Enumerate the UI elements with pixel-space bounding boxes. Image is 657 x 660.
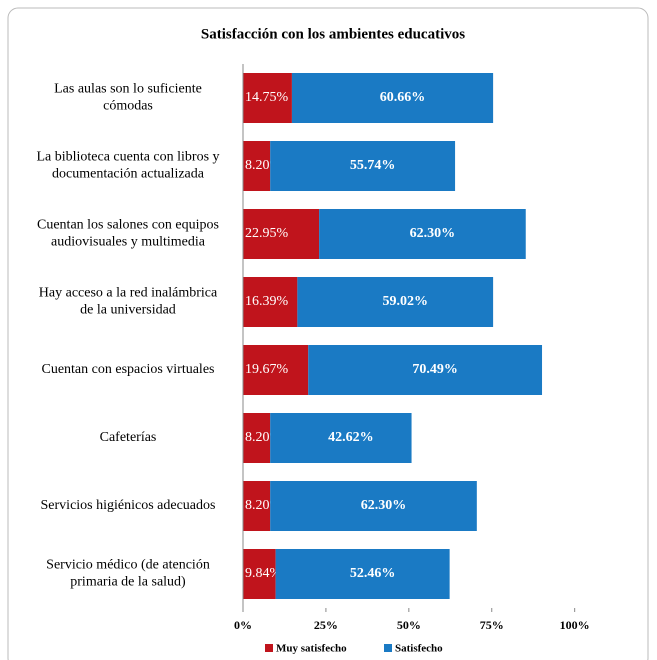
chart-title: Satisfacción con los ambientes educativo… <box>201 26 465 42</box>
legend-swatch <box>384 644 392 652</box>
category-label: La biblioteca cuenta con libros y documen… <box>36 150 219 182</box>
bar-segment <box>243 277 298 327</box>
category-label: Servicio médico (de atención primaria de … <box>46 558 210 590</box>
bar-segment <box>243 345 309 395</box>
bar-segment <box>297 277 494 327</box>
bar-segment <box>243 209 320 259</box>
value-label: 16.39% <box>245 294 289 309</box>
category-label: Cafeterías <box>100 430 157 445</box>
bar-segment <box>275 549 450 599</box>
x-tick-label: 100% <box>560 618 590 632</box>
value-label: 22.95% <box>245 226 289 241</box>
bar-segment <box>319 209 526 259</box>
bar-segment <box>243 413 271 463</box>
bar-segment <box>243 481 271 531</box>
value-label: 62.30% <box>361 498 407 513</box>
category-label: Servicios higiénicos adecuados <box>41 498 216 513</box>
chart-frame <box>7 7 649 660</box>
bar-segment <box>270 481 477 531</box>
category-label: Cuentan los salones con equipos audiovisu… <box>37 218 219 250</box>
value-label: 19.67% <box>245 362 289 377</box>
x-tick-label: 0% <box>234 618 252 632</box>
value-label: 70.49% <box>412 362 458 377</box>
value-label: 14.75% <box>245 90 289 105</box>
value-label: 42.62% <box>328 430 374 445</box>
value-label: 62.30% <box>410 226 456 241</box>
value-label: 55.74% <box>350 158 396 173</box>
value-label: 60.66% <box>380 90 426 105</box>
category-label: Las aulas son lo suficiente cómodas <box>54 82 202 114</box>
category-label: Hay acceso a la red inalámbrica de la uni… <box>39 286 218 318</box>
x-tick-label: 25% <box>314 618 338 632</box>
bar-segment <box>270 141 456 191</box>
bar-segment <box>308 345 543 395</box>
value-label: 52.46% <box>350 566 396 581</box>
bar-segment <box>243 141 271 191</box>
bar-segment <box>270 413 412 463</box>
bar-segment <box>243 73 292 123</box>
category-label: Cuentan con espacios virtuales <box>41 362 214 377</box>
legend-swatch <box>265 644 273 652</box>
bar-segment <box>243 549 276 599</box>
value-label: 59.02% <box>382 294 428 309</box>
legend-label: Satisfecho <box>395 643 443 655</box>
value-label: 9.84% <box>245 566 282 581</box>
bar-segment <box>291 73 494 123</box>
legend-label: Muy satisfecho <box>276 643 347 655</box>
x-tick-label: 50% <box>397 618 421 632</box>
x-tick-label: 75% <box>480 618 504 632</box>
